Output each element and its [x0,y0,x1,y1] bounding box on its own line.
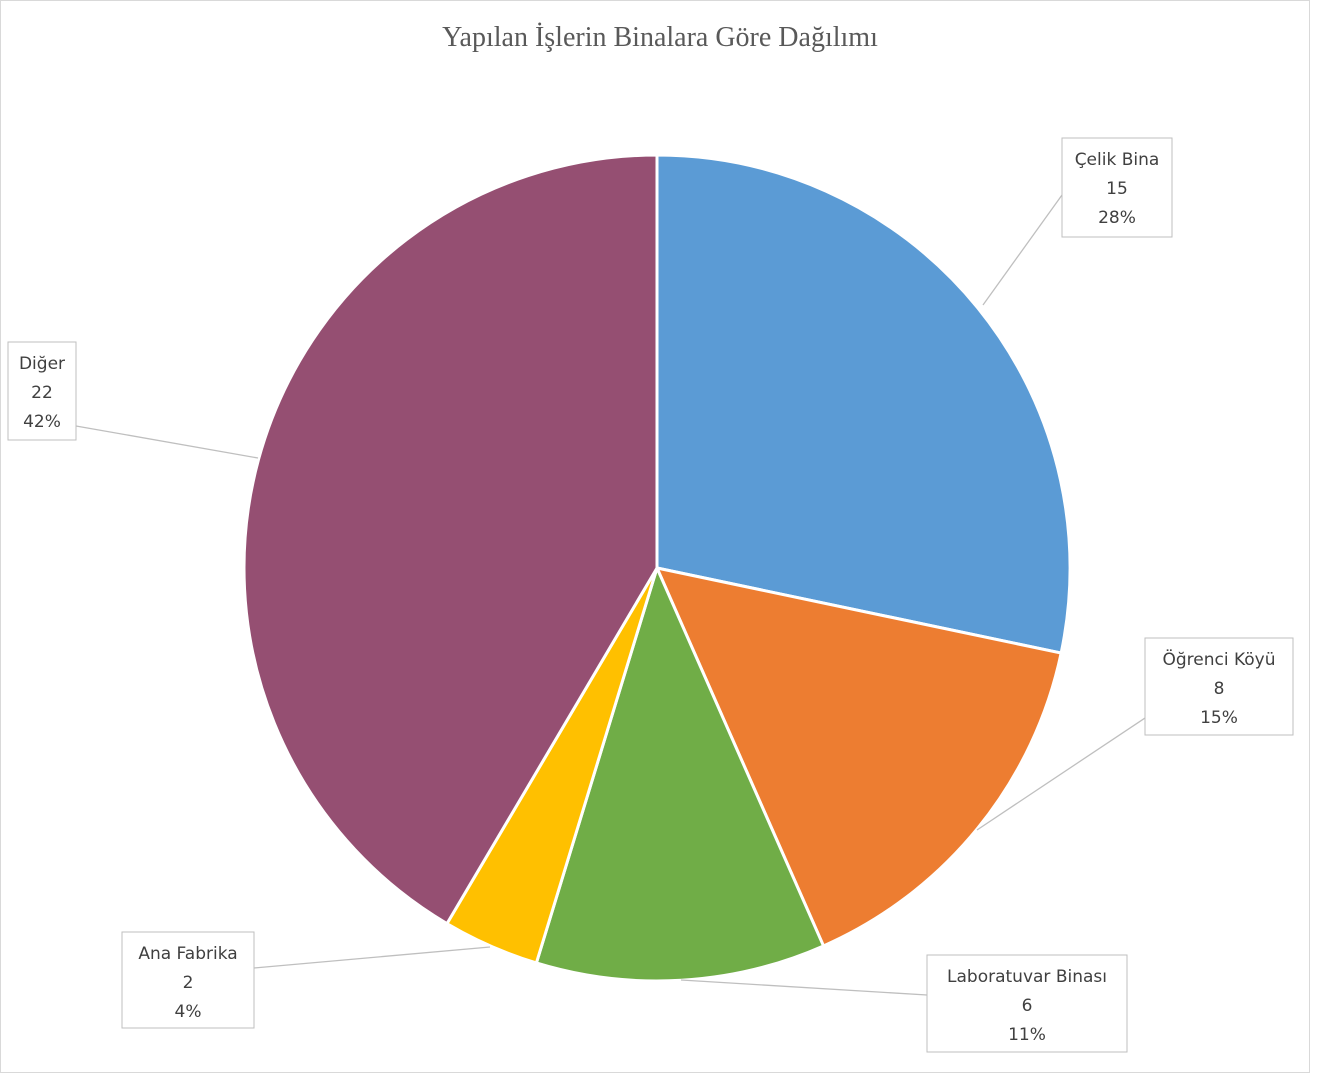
data-label-box-2 [926,954,1128,1053]
leader-line-1 [976,717,1146,831]
data-label-category-0: Çelik Bina [1075,150,1160,170]
data-label-percent-4: 42% [23,412,61,432]
data-label-percent-2: 11% [1008,1025,1046,1045]
leader-line-4 [75,425,259,459]
data-label-value-0: 15 [1106,179,1128,199]
data-label-value-1: 8 [1214,679,1225,699]
data-label-value-3: 2 [183,973,194,993]
data-label-value-2: 6 [1022,996,1033,1016]
data-label-box-0 [1061,137,1173,238]
leader-line-0 [982,194,1063,306]
data-label-box-1 [1144,637,1294,736]
pie-slice-1 [654,565,1063,948]
pie-slice-4 [242,153,659,926]
leader-line-2 [680,979,928,996]
chart-title: Yapılan İşlerin Binalara Göre Dağılımı [442,22,878,53]
data-label-category-2: Laboratuvar Binası [947,967,1107,987]
data-label-category-1: Öğrenci Köyü [1162,648,1275,670]
pie-slice-0 [655,153,1072,655]
data-label-category-4: Diğer [19,354,65,374]
data-label-box-3 [121,931,255,1029]
data-label-value-4: 22 [31,383,53,403]
data-label-percent-3: 4% [175,1002,202,1022]
data-label-percent-0: 28% [1098,208,1136,228]
data-label-box-4 [7,341,77,441]
data-label-percent-1: 15% [1200,708,1238,728]
leader-line-3 [253,946,491,969]
data-label-category-3: Ana Fabrika [138,944,237,964]
